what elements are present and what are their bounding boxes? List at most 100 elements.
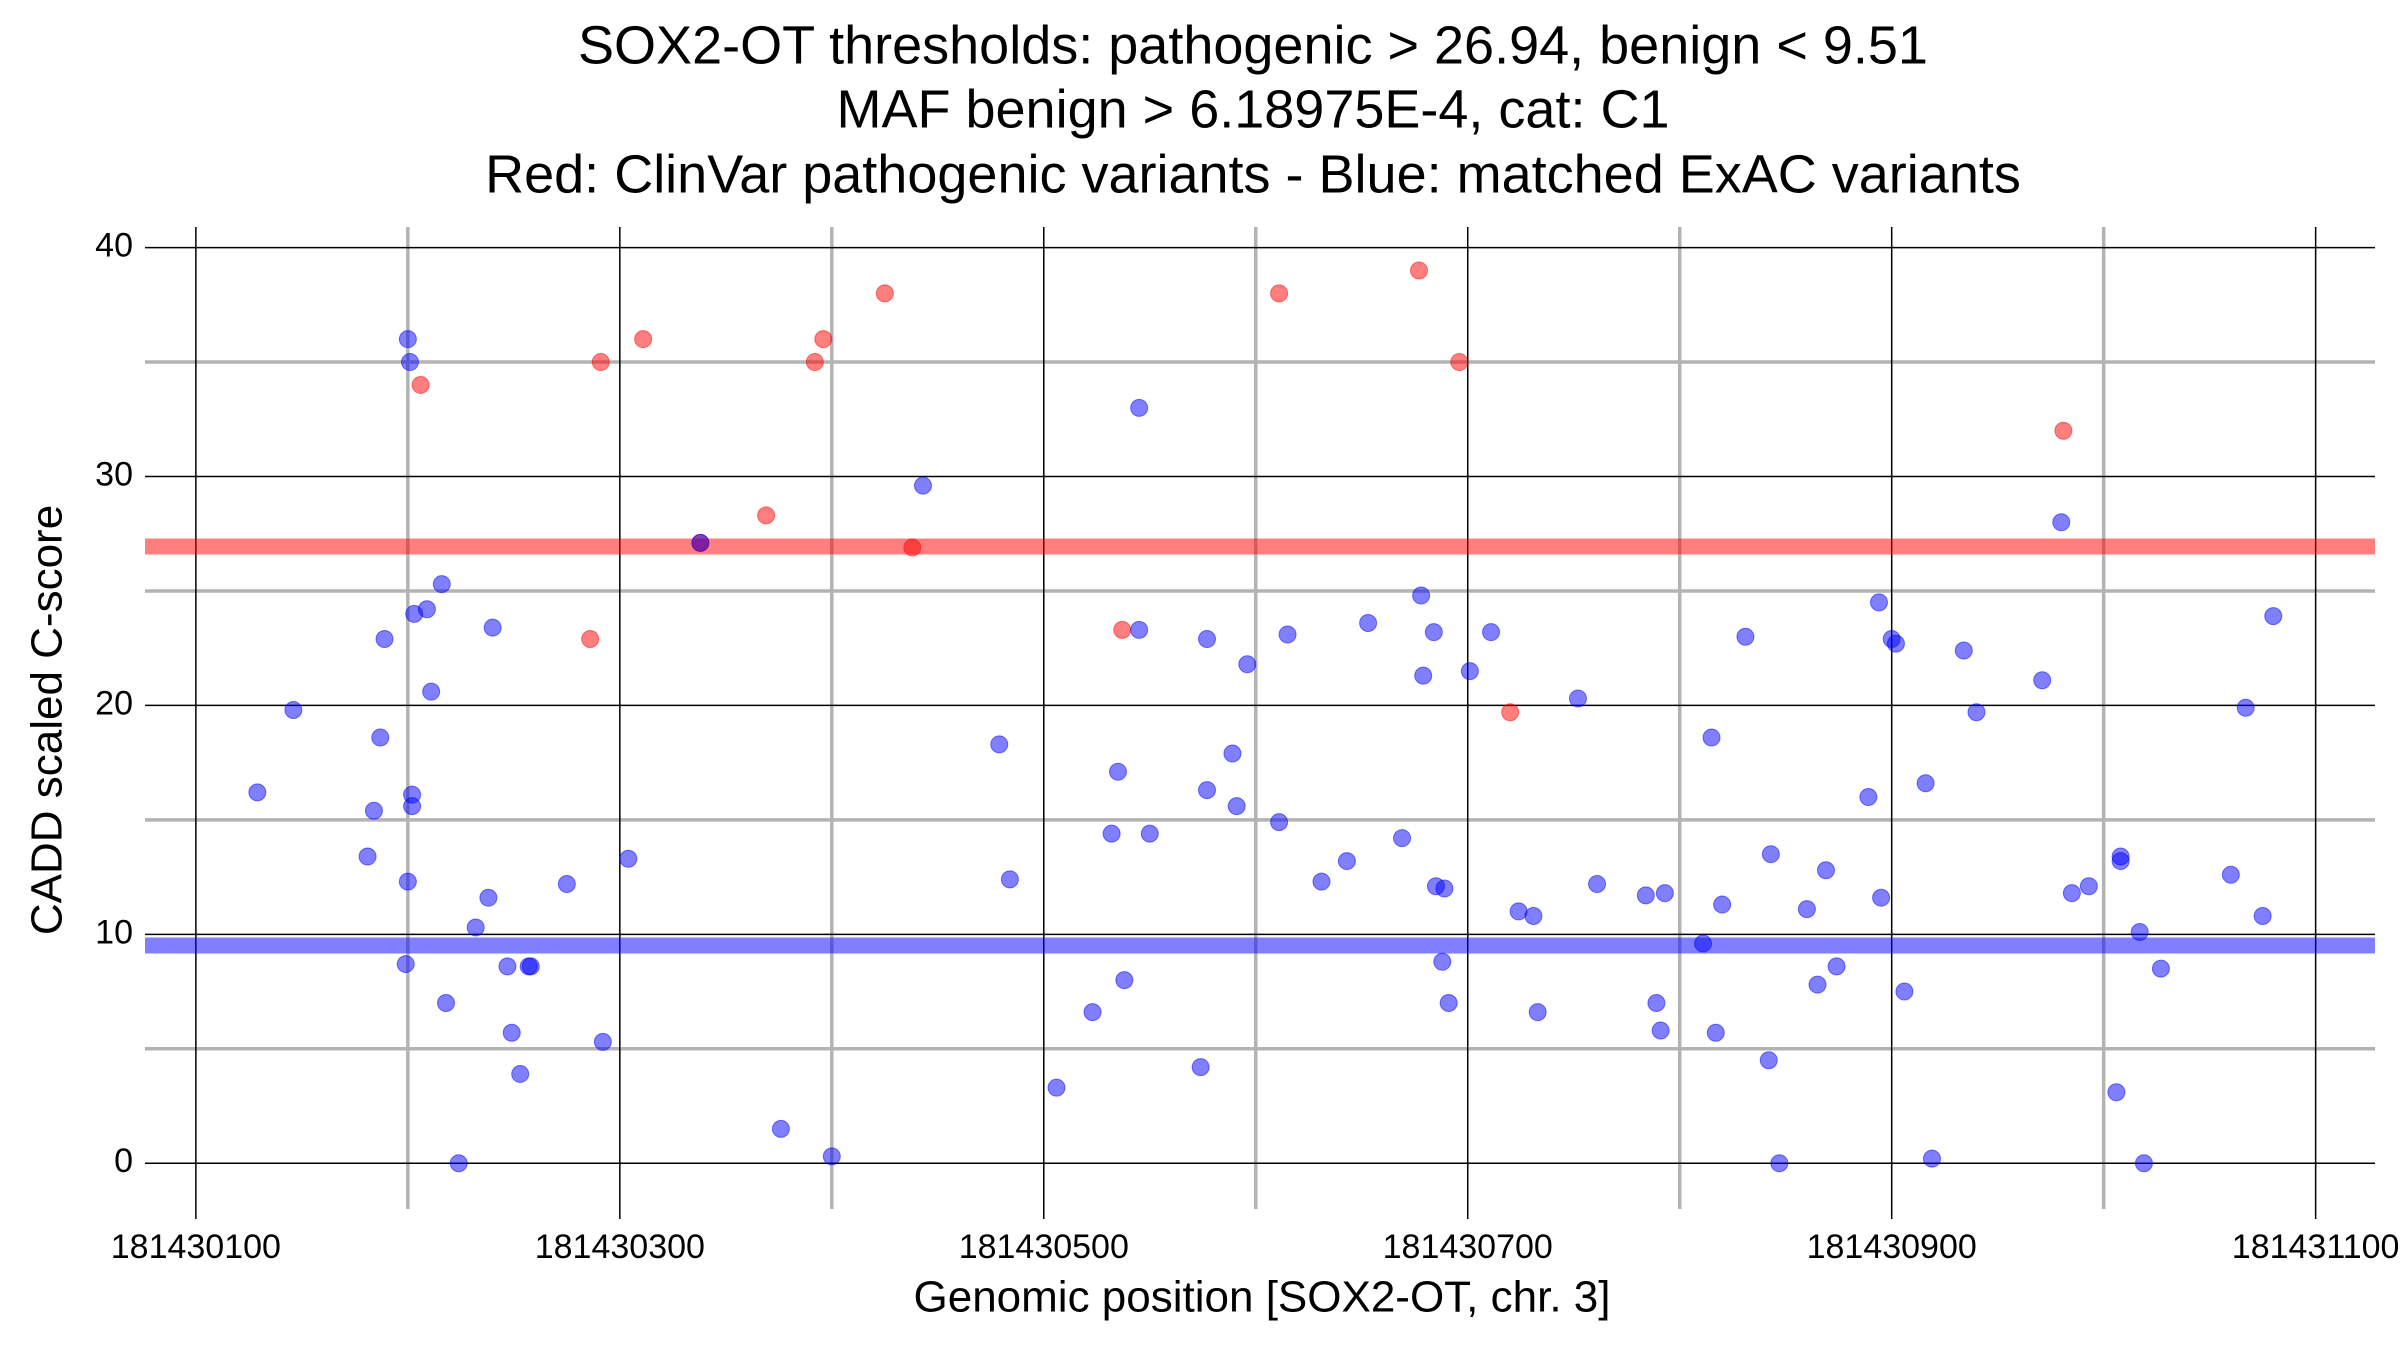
point xyxy=(1770,1154,1789,1173)
point xyxy=(822,1147,841,1166)
point xyxy=(1433,952,1452,971)
point xyxy=(2236,698,2255,717)
point xyxy=(1827,957,1846,976)
point xyxy=(284,700,303,719)
y-tick-label: 30 xyxy=(95,455,133,493)
point xyxy=(449,1154,468,1173)
point xyxy=(2130,923,2149,942)
point xyxy=(1702,728,1721,747)
point xyxy=(1651,1021,1670,1040)
point xyxy=(1191,1058,1210,1077)
point xyxy=(1808,975,1827,994)
point xyxy=(1102,824,1121,843)
point xyxy=(1967,703,1986,722)
point xyxy=(634,330,653,349)
point xyxy=(593,1032,612,1051)
point xyxy=(398,872,417,891)
point xyxy=(1270,813,1289,832)
point xyxy=(1797,900,1816,919)
point xyxy=(903,538,922,557)
point xyxy=(466,918,485,937)
x-tick-label: 181431100 xyxy=(2232,1228,2400,1266)
point xyxy=(2033,671,2052,690)
point xyxy=(1647,993,1666,1012)
point xyxy=(521,957,540,976)
point xyxy=(437,993,456,1012)
point xyxy=(581,630,600,649)
point xyxy=(1859,787,1878,806)
point xyxy=(591,353,610,372)
point xyxy=(1872,888,1891,907)
point xyxy=(1895,982,1914,1001)
point xyxy=(1736,627,1755,646)
point xyxy=(1412,586,1431,605)
point xyxy=(805,353,824,372)
point xyxy=(1227,797,1246,816)
point xyxy=(1528,1003,1547,1022)
point xyxy=(411,375,430,394)
x-axis-label: Genomic position [SOX2-OT, chr. 3] xyxy=(914,1273,1611,1322)
point xyxy=(2111,852,2130,871)
point xyxy=(498,957,517,976)
point xyxy=(1501,703,1520,722)
point xyxy=(1393,829,1412,848)
point xyxy=(1694,934,1713,953)
point xyxy=(1083,1003,1102,1022)
point xyxy=(1108,762,1127,781)
x-tick-label: 181430500 xyxy=(959,1228,1129,1266)
point xyxy=(2253,907,2272,926)
y-tick-label: 10 xyxy=(95,913,133,951)
point xyxy=(1359,614,1378,633)
point xyxy=(913,476,932,495)
point xyxy=(1886,634,1905,653)
point xyxy=(1816,861,1835,880)
point xyxy=(2062,884,2081,903)
point xyxy=(396,955,415,974)
x-tick-label: 181430100 xyxy=(111,1228,281,1266)
point xyxy=(1482,623,1501,642)
point xyxy=(691,533,710,552)
point xyxy=(1460,662,1479,681)
point xyxy=(1130,620,1149,639)
point xyxy=(757,506,776,525)
point xyxy=(2107,1083,2126,1102)
point xyxy=(1115,971,1134,990)
point xyxy=(1439,993,1458,1012)
point xyxy=(1238,655,1257,674)
point xyxy=(1312,872,1331,891)
point xyxy=(1198,630,1217,649)
point xyxy=(1198,781,1217,800)
point xyxy=(1568,689,1587,708)
point xyxy=(2134,1154,2153,1173)
chart-title: MAF benign > 6.18975E-4, cat: C1 xyxy=(837,79,1670,139)
x-tick-label: 181430300 xyxy=(535,1228,705,1266)
point xyxy=(1140,824,1159,843)
point xyxy=(1759,1051,1778,1070)
point xyxy=(771,1119,790,1138)
point xyxy=(2052,513,2071,532)
y-tick-label: 0 xyxy=(114,1142,133,1180)
point xyxy=(432,575,451,594)
point xyxy=(1636,886,1655,905)
point xyxy=(1869,593,1888,612)
point xyxy=(2151,959,2170,978)
point xyxy=(511,1064,530,1083)
point xyxy=(1337,852,1356,871)
point xyxy=(1922,1149,1941,1168)
y-tick-label: 20 xyxy=(95,684,133,722)
point xyxy=(990,735,1009,754)
point xyxy=(557,874,576,893)
point xyxy=(1130,398,1149,417)
y-axis-label: CADD scaled C-score xyxy=(23,505,72,935)
point xyxy=(814,330,833,349)
point xyxy=(358,847,377,866)
point xyxy=(1655,884,1674,903)
point xyxy=(398,330,417,349)
point xyxy=(1414,666,1433,685)
point xyxy=(2079,877,2098,896)
point xyxy=(1916,774,1935,793)
point xyxy=(502,1023,521,1042)
point xyxy=(875,284,894,303)
point xyxy=(619,849,638,868)
